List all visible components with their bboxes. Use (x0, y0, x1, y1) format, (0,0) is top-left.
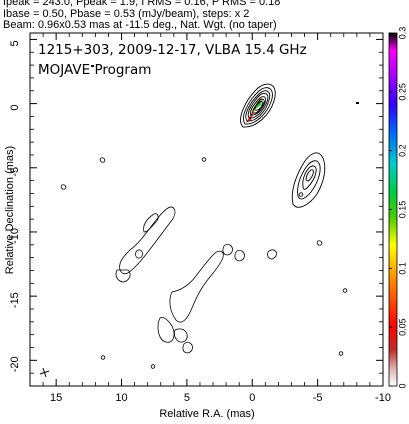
y-tick-label: 5 (9, 40, 21, 46)
y-axis: 5 0 -5 -10 -15 -20 (9, 38, 383, 374)
y-tick-label: -15 (9, 292, 21, 308)
jet-contours (115, 206, 277, 354)
colorbar-tick-label: 0.2 (397, 144, 407, 157)
core-color-red (246, 109, 254, 123)
colorbar-ticks: 0 0.05 0.1 0.15 0.2 0.25 0.3 (389, 27, 407, 389)
plot-title-line-1: 1215+303, 2009-12-17, VLBA 15.4 GHz (38, 42, 307, 58)
y-tick-label: -20 (9, 356, 21, 372)
east-knot-contours (291, 152, 326, 208)
beam-marker (39, 367, 50, 378)
header-line-3: Beam: 0.96x0.53 mas at -11.5 deg., Nat. … (3, 19, 277, 31)
mark-1 (91, 65, 94, 67)
plot-frame (29, 32, 384, 387)
header-line-2: Ibase = 0.50, Pbase = 0.53 (mJy/beam), s… (3, 8, 250, 20)
header-line-1: Ipeak = 243.0, Ppeak = 1.9, I RMS = 0.16… (3, 0, 281, 8)
x-tick-label: 5 (184, 392, 190, 404)
colorbar-tick-label: 0.1 (397, 262, 407, 275)
plot-title-line-2: MOJAVE Program (38, 62, 151, 78)
y-tick-label: -5 (9, 167, 21, 177)
x-tick-label: 10 (115, 392, 127, 404)
noise-contours (60, 157, 348, 369)
x-axis: 15 10 5 0 -5 -10 (42, 33, 391, 404)
mark-2 (356, 102, 359, 104)
x-tick-label: 0 (249, 392, 255, 404)
x-tick-label: -5 (313, 392, 323, 404)
colorbar-tick-label: 0.15 (397, 201, 407, 219)
x-tick-label: -10 (375, 392, 391, 404)
core-contours (240, 83, 276, 128)
colorbar-tick-label: 0.05 (397, 318, 407, 336)
x-axis-label: Relative R.A. (mas) (159, 408, 254, 420)
marks (91, 65, 359, 104)
colorbar-tick-label: 0.3 (397, 27, 407, 40)
y-tick-label: -10 (9, 228, 21, 244)
y-tick-label: 0 (9, 105, 21, 111)
colorbar-tick-label: 0 (397, 383, 407, 388)
y-axis-label: Relative Declination (mas) (4, 146, 16, 274)
colorbar-tick-label: 0.25 (397, 83, 407, 101)
x-tick-label: 15 (50, 392, 62, 404)
